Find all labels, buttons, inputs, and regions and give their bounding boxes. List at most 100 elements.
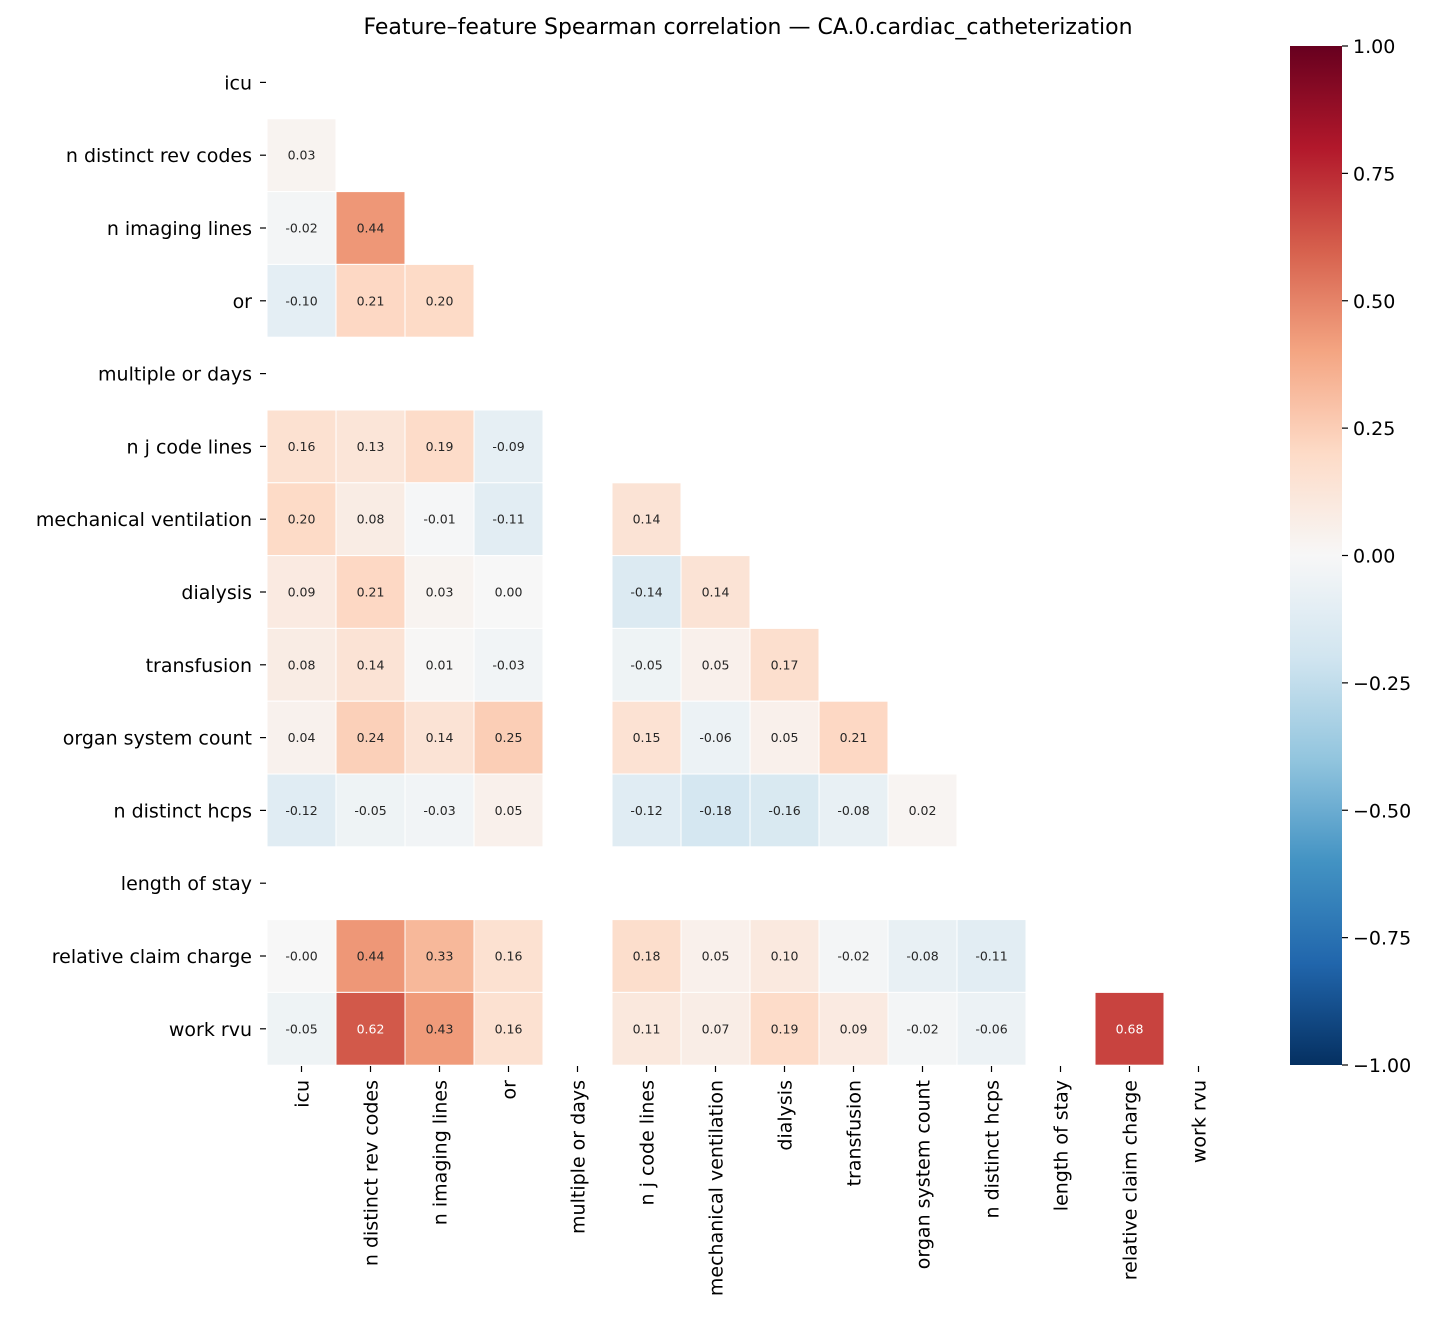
cell-value-label: 0.10 bbox=[771, 949, 799, 964]
heatmap-cell bbox=[266, 773, 337, 848]
cell-value-label: -0.16 bbox=[768, 803, 800, 818]
cell-value-label: -0.06 bbox=[699, 730, 731, 745]
x-tick-label: n j code lines bbox=[637, 1080, 659, 1205]
cell-value-label: 0.25 bbox=[495, 730, 523, 745]
y-axis-labels: icu n distinct rev codes n imaging lines or… bbox=[36, 72, 266, 1041]
heatmap-cell bbox=[473, 555, 544, 629]
heatmap-cell bbox=[611, 482, 682, 557]
x-tick-label: organ system count bbox=[913, 1080, 935, 1269]
x-tick-label: n imaging lines bbox=[430, 1080, 452, 1225]
heatmap-cell bbox=[266, 191, 337, 265]
cell-value-label: 0.03 bbox=[426, 585, 454, 600]
cell-value-label: 0.17 bbox=[771, 657, 799, 672]
cell-value-label: -0.10 bbox=[285, 293, 317, 308]
heatmap-cell bbox=[611, 991, 682, 1066]
cell-value-label: -0.09 bbox=[492, 439, 524, 454]
cell-value-label: 0.18 bbox=[633, 949, 661, 964]
cell-value-label: -0.12 bbox=[630, 803, 662, 818]
cell-value-label: 0.09 bbox=[840, 1021, 868, 1036]
cell-value-label: 0.15 bbox=[633, 730, 661, 745]
heatmap-cell bbox=[266, 555, 337, 629]
heatmap-cell bbox=[335, 263, 406, 338]
x-tick-label: icu bbox=[292, 1080, 314, 1108]
cell-value-label: -0.05 bbox=[630, 657, 662, 672]
heatmap-cell bbox=[266, 627, 337, 702]
cell-value-label: 0.20 bbox=[426, 293, 454, 308]
y-tick-label: relative claim charge bbox=[52, 946, 252, 968]
heatmap-cell bbox=[404, 919, 475, 993]
heatmap-cell bbox=[680, 919, 751, 993]
heatmap-cell bbox=[680, 991, 751, 1066]
cell-value-label: 0.02 bbox=[909, 803, 937, 818]
cell-value-label: 0.20 bbox=[288, 512, 316, 527]
cell-value-label: -0.01 bbox=[423, 512, 455, 527]
cell-value-label: -0.08 bbox=[837, 803, 869, 818]
cell-value-label: 0.44 bbox=[357, 949, 385, 964]
cell-value-label: 0.21 bbox=[357, 293, 385, 308]
heatmap-cell bbox=[335, 773, 406, 848]
x-tick-label: n distinct rev codes bbox=[361, 1080, 383, 1266]
cell-value-label: -0.12 bbox=[285, 803, 317, 818]
cell-value-label: 0.04 bbox=[288, 730, 316, 745]
y-tick-label: multiple or days bbox=[98, 364, 252, 386]
heatmap-cell bbox=[473, 991, 544, 1066]
heatmap-cell bbox=[404, 773, 475, 848]
heatmap-cell bbox=[404, 555, 475, 629]
y-tick-label: work rvu bbox=[169, 1019, 252, 1041]
heatmap-cell bbox=[266, 263, 337, 338]
colorbar-tick-label: 0.50 bbox=[1353, 291, 1395, 313]
y-tick-label: length of stay bbox=[121, 873, 252, 895]
cell-value-label: 0.62 bbox=[357, 1021, 385, 1036]
heatmap-cell bbox=[818, 919, 889, 993]
cell-value-label: -0.11 bbox=[975, 949, 1007, 964]
colorbar-tick-label: 1.00 bbox=[1353, 36, 1395, 58]
y-tick-label: n imaging lines bbox=[107, 218, 252, 240]
cell-value-label: 0.05 bbox=[495, 803, 523, 818]
colorbar-tick-label: 0.00 bbox=[1353, 546, 1395, 568]
cell-value-label: 0.16 bbox=[495, 949, 523, 964]
heatmap-cell bbox=[956, 991, 1027, 1066]
heatmap-cell bbox=[404, 991, 475, 1066]
heatmap-cell bbox=[266, 991, 337, 1066]
y-tick-label: n j code lines bbox=[127, 436, 252, 458]
cell-value-label: -0.06 bbox=[975, 1021, 1007, 1036]
heatmap-cell bbox=[680, 555, 751, 629]
heatmap-cell bbox=[887, 773, 958, 848]
cell-value-label: 0.05 bbox=[702, 657, 730, 672]
heatmap-cell bbox=[749, 627, 820, 702]
cell-value-label: -0.05 bbox=[354, 803, 386, 818]
heatmap-cell bbox=[611, 773, 682, 848]
colorbar-tick-label: −0.75 bbox=[1353, 928, 1411, 950]
heatmap-cell bbox=[680, 773, 751, 848]
y-tick-label: dialysis bbox=[181, 582, 252, 604]
heatmap-cell bbox=[1094, 991, 1165, 1066]
heatmap-cell bbox=[749, 773, 820, 848]
colorbar-tick-label: 0.75 bbox=[1353, 163, 1395, 185]
cell-value-label: 0.24 bbox=[357, 730, 385, 745]
heatmap-cell bbox=[335, 191, 406, 265]
cell-value-label: -0.05 bbox=[285, 1021, 317, 1036]
heatmap-cell bbox=[266, 919, 337, 993]
heatmap-cell bbox=[404, 263, 475, 338]
cell-value-label: 0.21 bbox=[840, 730, 868, 745]
cell-value-label: 0.01 bbox=[426, 657, 454, 672]
heatmap-cell bbox=[473, 919, 544, 993]
x-tick-label: multiple or days bbox=[568, 1080, 590, 1234]
heatmap-cell bbox=[887, 919, 958, 993]
cell-value-label: 0.44 bbox=[357, 221, 385, 236]
y-tick-label: organ system count bbox=[63, 728, 252, 750]
cell-value-label: -0.11 bbox=[492, 512, 524, 527]
cell-value-label: -0.02 bbox=[906, 1021, 938, 1036]
heatmap-cell bbox=[335, 919, 406, 993]
heatmap-cell bbox=[266, 118, 337, 193]
cell-value-label: 0.07 bbox=[702, 1021, 730, 1036]
cell-value-label: 0.00 bbox=[495, 585, 523, 600]
y-tick-label: mechanical ventilation bbox=[36, 509, 252, 531]
cell-value-label: 0.19 bbox=[771, 1021, 799, 1036]
heatmap-cell bbox=[473, 627, 544, 702]
cell-value-label: 0.33 bbox=[426, 949, 454, 964]
x-tick-label: or bbox=[499, 1080, 521, 1100]
cell-value-label: 0.08 bbox=[288, 657, 316, 672]
cell-value-label: 0.14 bbox=[633, 512, 661, 527]
